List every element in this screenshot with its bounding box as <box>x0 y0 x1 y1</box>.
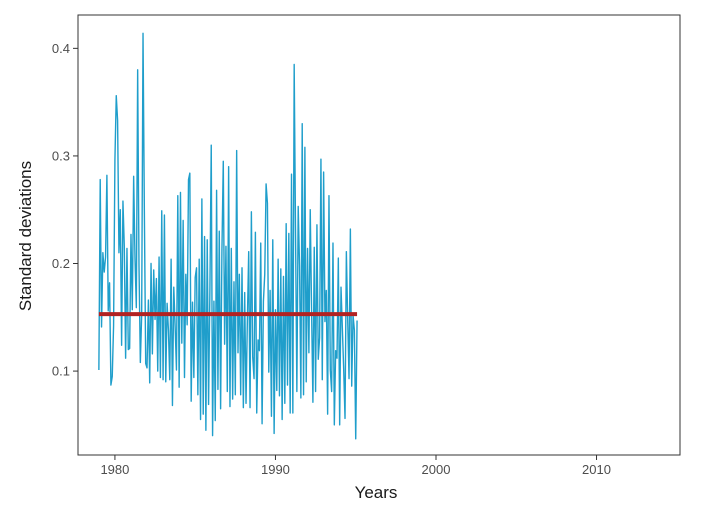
y-axis-title: Standard deviations <box>16 161 35 311</box>
series-line-std-dev <box>98 32 358 440</box>
plot-panel <box>77 14 681 456</box>
x-tick-label: 2010 <box>582 462 611 477</box>
x-axis-title: Years <box>355 483 398 502</box>
y-tick-label: 0.2 <box>52 256 70 271</box>
axis-ticks: 1980 1990 2000 2010 0.1 0.2 0.3 0.4 <box>52 41 611 477</box>
x-tick-label: 1980 <box>100 462 129 477</box>
y-tick-label: 0.3 <box>52 148 70 163</box>
y-tick-label: 0.1 <box>52 364 70 379</box>
x-tick-label: 1990 <box>261 462 290 477</box>
y-tick-label: 0.4 <box>52 41 70 56</box>
x-tick-label: 2000 <box>422 462 451 477</box>
series-layer <box>98 32 358 440</box>
